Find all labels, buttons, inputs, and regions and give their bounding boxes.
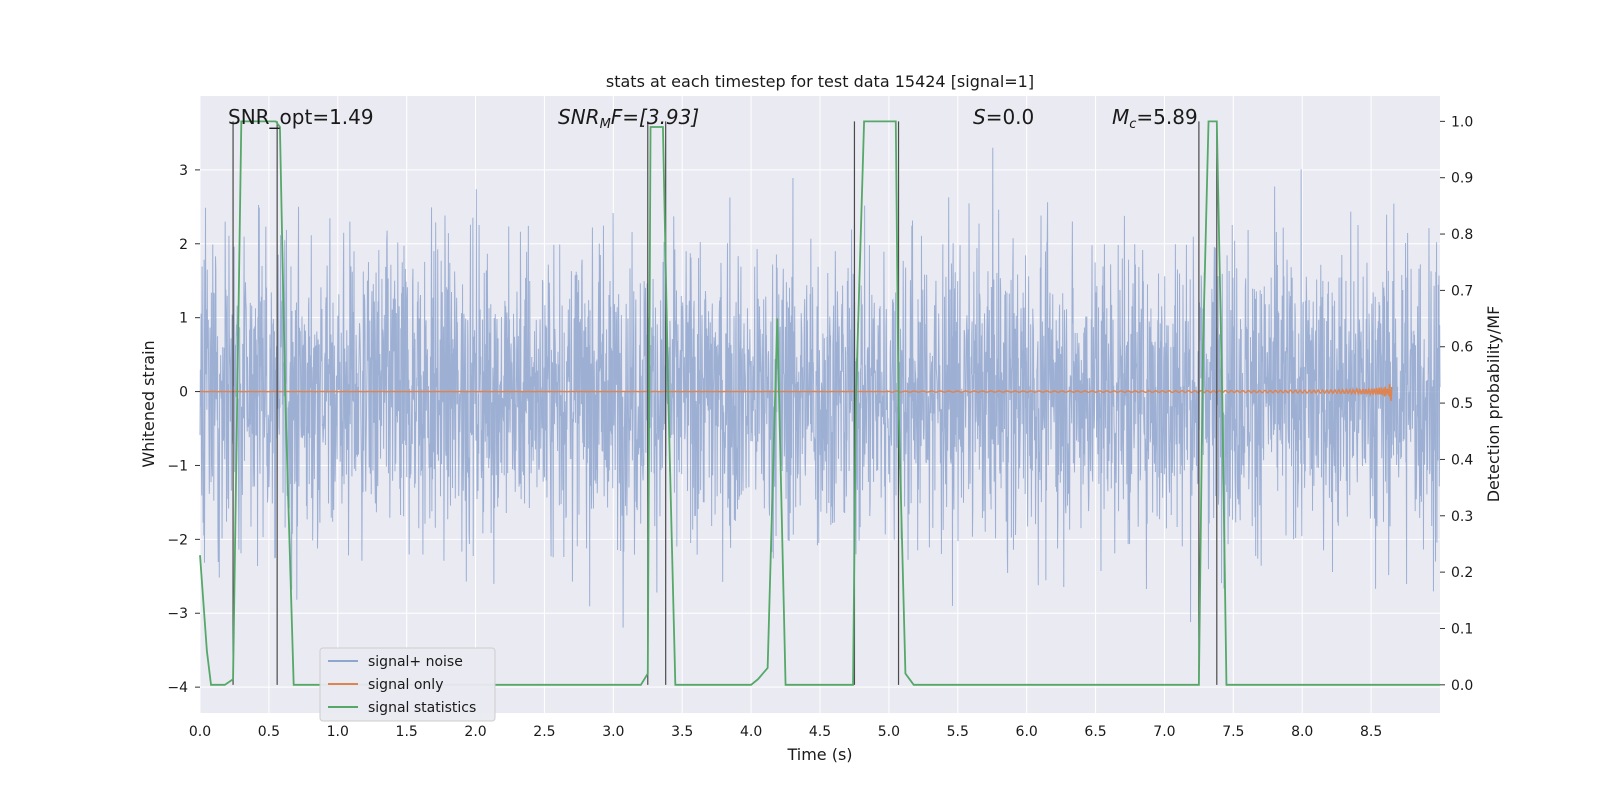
y-right-tick-label: 0.2 [1451,565,1473,581]
x-tick-label: 1.5 [396,724,418,740]
annotation-s: S=0.0 [973,105,1034,129]
x-tick-label: 6.0 [1016,724,1038,740]
y-right-tick-labels: 0.0 0.1 0.2 0.3 0.4 0.5 0.6 0.7 0.8 0.9 1.0 [1440,114,1473,694]
y-tick-label: 3 [179,163,188,179]
y-tick-label: −4 [167,680,188,696]
y-tick-label: 2 [179,237,188,253]
x-tick-label: 2.5 [533,724,555,740]
y-tick-label: −3 [167,606,188,622]
x-tick-label: 4.5 [809,724,831,740]
legend-label-stats: signal statistics [368,700,476,716]
x-tick-label: 3.0 [602,724,624,740]
y-right-tick-label: 0.6 [1451,340,1473,356]
legend-box [319,647,496,722]
annotation-mc: Mc=5.89 [1112,105,1198,132]
y-tick-label: 0 [179,385,188,401]
chart-title: stats at each timestep for test data 154… [606,72,1034,91]
y-right-tick-label: 1.0 [1451,114,1473,130]
signal-statistics-line [199,120,1440,686]
x-tick-label: 0.0 [189,724,211,740]
signal-statistics-series [199,120,1440,686]
legend-label-noise: signal+ noise [368,654,463,670]
y-right-tick-label: 0.5 [1451,396,1473,412]
legend: signal+ noise signal only signal statist… [319,647,496,722]
x-tick-label: 2.0 [464,724,486,740]
annotation-snr-opt: SNR_opt=1.49 [228,105,374,129]
y-tick-labels: −4 −3 −2 −1 0 1 2 3 [167,163,200,696]
x-tick-label: 5.5 [947,724,969,740]
signal-only-line [200,384,1393,402]
y-right-tick-label: 0.8 [1451,227,1473,243]
y-right-axis-label: Detection probability/MF [1484,306,1503,503]
y-tick-label: −1 [167,458,188,474]
x-tick-label: 8.5 [1360,724,1382,740]
x-tick-label: 0.5 [258,724,280,740]
y-right-tick-label: 0.3 [1451,509,1473,525]
y-tick-label: −2 [167,532,188,548]
y-right-tick-label: 0.1 [1451,621,1473,637]
y-tick-label: 1 [179,311,188,327]
y-axis-label: Whitened strain [139,340,158,467]
y-right-tick-label: 0.4 [1451,452,1473,468]
legend-label-signal: signal only [368,677,443,693]
annotation-snr-mf: SNRMF=[3.93] [558,105,699,132]
x-tick-label: 5.0 [878,724,900,740]
x-tick-label: 8.0 [1291,724,1313,740]
signal-only-series [200,384,1393,402]
x-tick-label: 3.5 [671,724,693,740]
signal-noise-line [199,147,1441,628]
y-right-tick-label: 0.7 [1451,283,1473,299]
x-tick-label: 1.0 [327,724,349,740]
x-tick-label: 6.5 [1084,724,1106,740]
y-right-tick-label: 0.9 [1451,171,1473,187]
x-tick-label: 7.0 [1153,724,1175,740]
x-tick-labels: 0.0 0.5 1.0 1.5 2.0 2.5 3.0 3.5 4.0 4.5 5.0 5.5 6.0 6… [189,724,1382,740]
y-right-tick-label: 0.0 [1451,678,1473,694]
signal-noise-series [199,147,1441,628]
x-tick-label: 4.0 [740,724,762,740]
x-axis-label: Time (s) [786,745,852,764]
x-tick-label: 7.5 [1222,724,1244,740]
